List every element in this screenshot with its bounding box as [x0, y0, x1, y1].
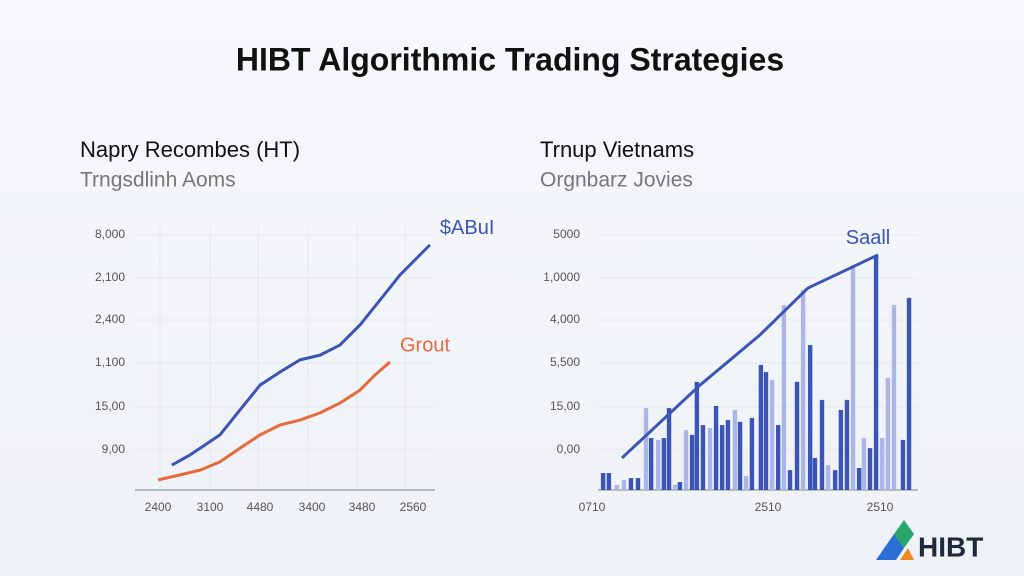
bar [891, 305, 897, 490]
bar [885, 377, 891, 490]
bar [781, 305, 787, 490]
bar [713, 405, 719, 490]
bar [763, 372, 769, 490]
bar [825, 465, 831, 490]
bar [743, 475, 749, 490]
bar [635, 478, 641, 490]
bar [661, 438, 667, 490]
bar [867, 448, 873, 490]
bar [861, 438, 867, 490]
bar [832, 470, 838, 490]
chart-subtitle: Trngsdlinh Aoms [80, 169, 236, 192]
bar [775, 425, 781, 490]
x-tick-label: 4480 [247, 500, 274, 514]
x-tick-label: 2510 [755, 500, 782, 514]
x-tick-label: 2560 [400, 500, 427, 514]
y-tick-label: 15,00 [550, 399, 580, 413]
bar [732, 409, 738, 490]
page-title: HIBT Algorithmic Trading Strategies [236, 41, 784, 77]
bar [677, 482, 683, 490]
y-tick-label: 15,00 [95, 399, 125, 413]
bar [879, 438, 885, 490]
x-tick-label: 3100 [197, 500, 224, 514]
bar [700, 425, 706, 490]
y-tick-label: 1,100 [95, 355, 125, 369]
bar [643, 408, 649, 490]
chart-subtitle: Orgnbarz Jovies [540, 169, 693, 192]
line-series [620, 253, 879, 460]
logo: HIBT [876, 520, 983, 562]
bar [689, 434, 695, 490]
series-label: Saall [846, 227, 890, 249]
bar [600, 473, 606, 490]
bar [873, 254, 879, 490]
bar [900, 439, 906, 490]
bar [694, 381, 700, 490]
y-tick-label: 2,100 [95, 270, 125, 284]
bar [683, 430, 689, 490]
x-tick-label: 2510 [867, 500, 894, 514]
bar [807, 345, 813, 490]
bar [838, 409, 844, 490]
y-tick-label: 1,0000 [543, 270, 580, 284]
logo-icon [876, 534, 904, 560]
y-tick-label: 4,000 [550, 312, 580, 326]
bar [758, 364, 764, 490]
logo-text: HIBT [918, 531, 983, 562]
line-series [171, 243, 431, 467]
bar [621, 479, 627, 490]
bar [787, 470, 793, 490]
bar [794, 381, 800, 490]
bar [655, 439, 661, 490]
y-tick-label: 2,400 [95, 312, 125, 326]
bar [812, 457, 818, 490]
bar [749, 417, 755, 490]
bar [614, 484, 620, 490]
bar [906, 297, 912, 490]
bar [672, 484, 678, 490]
series-label: Grout [400, 334, 450, 356]
bar [725, 420, 731, 490]
bar [628, 478, 634, 490]
y-tick-label: 9,00 [102, 442, 126, 456]
y-tick-label: 5000 [553, 227, 580, 241]
line-series [157, 360, 391, 482]
y-tick-label: 0,00 [557, 442, 581, 456]
bar [737, 421, 743, 490]
x-tick-label: 2400 [145, 500, 172, 514]
bar [819, 399, 825, 490]
bar [769, 380, 775, 490]
y-tick-label: 8,000 [95, 227, 125, 241]
bar [707, 427, 713, 490]
bar [648, 438, 654, 490]
bar [844, 399, 850, 490]
logo-icon [894, 520, 914, 548]
bar [719, 425, 725, 490]
bar [666, 408, 672, 490]
series-label: $ABuI [440, 217, 494, 239]
y-tick-label: 5,500 [550, 355, 580, 369]
bar [800, 289, 806, 490]
x-tick-label: 0710 [579, 500, 606, 514]
bar [850, 267, 856, 490]
chart-title: Trnup Vietnams [540, 137, 694, 162]
bar [856, 468, 862, 490]
x-tick-label: 3400 [299, 500, 326, 514]
bar [606, 473, 612, 490]
chart-title: Napry Recombes (HT) [80, 137, 300, 162]
x-tick-label: 3480 [349, 500, 376, 514]
logo-icon [900, 548, 914, 560]
